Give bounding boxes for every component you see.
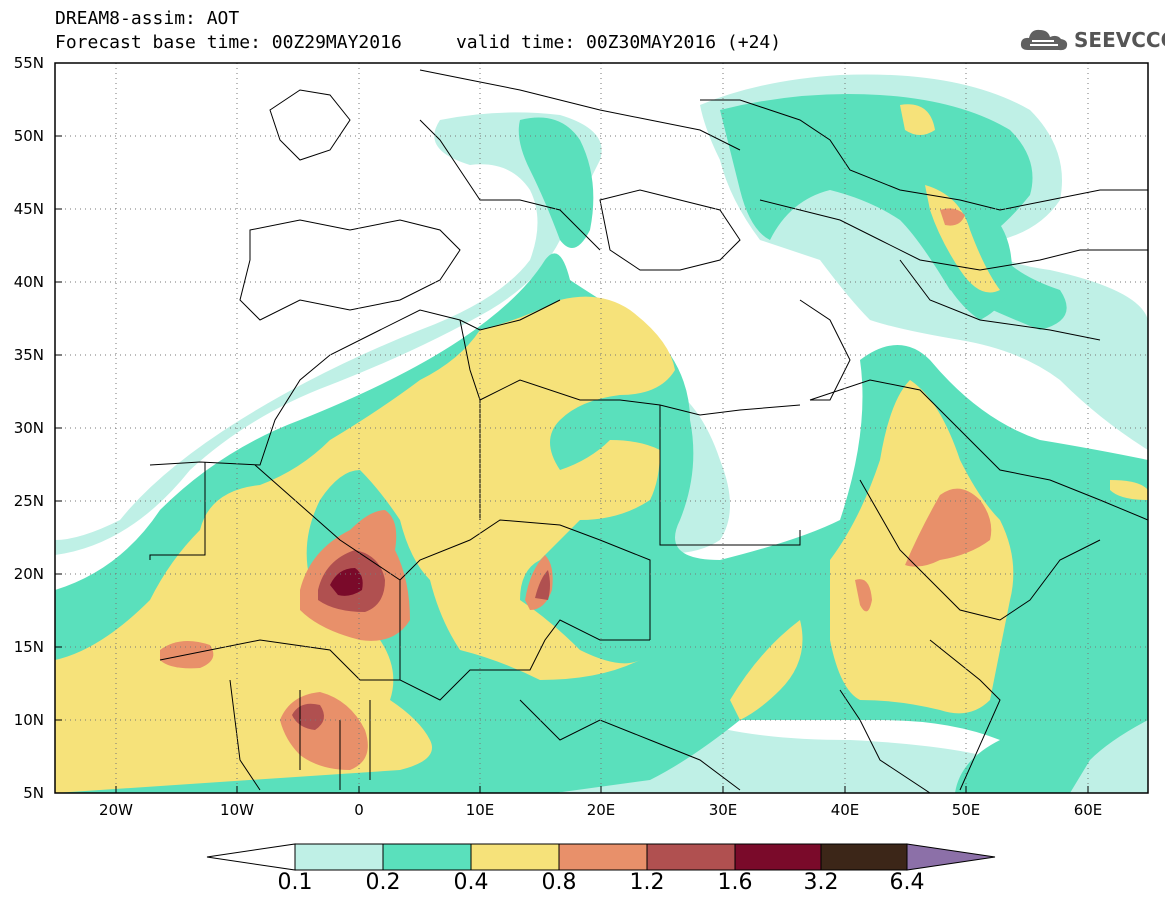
country-borders: [149, 69, 1148, 793]
colorbar-swatch: [734, 843, 822, 871]
brand-logo: SEEVCCC: [1018, 24, 1165, 56]
lon-label: 0: [354, 801, 364, 819]
graticule: [55, 63, 1148, 793]
lat-label: 50N: [13, 127, 44, 145]
lon-label: 50E: [951, 801, 981, 819]
lon-label: 20W: [99, 801, 133, 819]
lon-label: 60E: [1073, 801, 1103, 819]
forecast-times: Forecast base time: 00Z29MAY2016 valid t…: [55, 32, 782, 53]
aot-1.6-3.2-region: [330, 568, 363, 596]
colorbar-label: 6.4: [889, 870, 925, 895]
lon-label: 30E: [708, 801, 738, 819]
colorbar-swatch: [294, 843, 384, 871]
colorbar-label: 0.8: [541, 870, 577, 895]
lon-label: 10W: [220, 801, 254, 819]
lat-label: 55N: [13, 54, 44, 72]
colorbar-swatch: [558, 843, 648, 871]
brand-name: SEEVCCC: [1074, 28, 1165, 52]
colorbar-label: 1.2: [629, 870, 665, 895]
colorbar-label: 0.2: [365, 870, 401, 895]
colorbar-label: 1.6: [717, 870, 753, 895]
colorbar-label: 0.4: [453, 870, 489, 895]
lat-label: 5N: [23, 784, 44, 802]
lat-label: 25N: [13, 492, 44, 510]
map-title: DREAM8-assim: AOT: [55, 8, 240, 29]
lon-label: 10E: [465, 801, 495, 819]
lon-label: 40E: [830, 801, 860, 819]
colorbar-swatch: [382, 843, 472, 871]
lat-label: 45N: [13, 200, 44, 218]
lat-label: 20N: [13, 565, 44, 583]
colorbar-max-arrow: [906, 843, 996, 871]
axis-ticks: [55, 135, 1089, 793]
colorbar-swatch: [820, 843, 908, 871]
aot-field: [55, 63, 1148, 793]
colorbar-swatch: [470, 843, 560, 871]
colorbar-swatch: [646, 843, 736, 871]
lat-label: 10N: [13, 711, 44, 729]
colorbar: [206, 843, 996, 871]
cloud-icon: [1020, 29, 1068, 51]
lat-label: 15N: [13, 638, 44, 656]
colorbar-label: 0.1: [277, 870, 313, 895]
lon-label: 20E: [586, 801, 616, 819]
colorbar-min-arrow: [206, 843, 296, 871]
lat-label: 35N: [13, 346, 44, 364]
lat-label: 30N: [13, 419, 44, 437]
lat-label: 40N: [13, 273, 44, 291]
colorbar-label: 3.2: [803, 870, 839, 895]
